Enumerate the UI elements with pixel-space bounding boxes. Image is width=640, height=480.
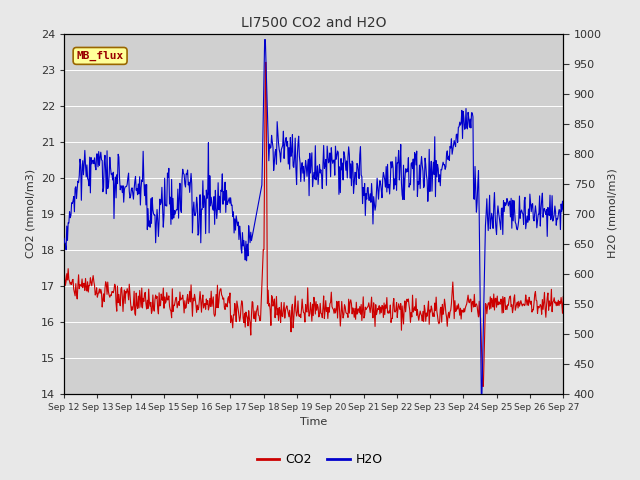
Title: LI7500 CO2 and H2O: LI7500 CO2 and H2O xyxy=(241,16,387,30)
Y-axis label: H2O (mmol/m3): H2O (mmol/m3) xyxy=(607,169,617,258)
Y-axis label: CO2 (mmol/m3): CO2 (mmol/m3) xyxy=(25,169,35,258)
Legend: CO2, H2O: CO2, H2O xyxy=(252,448,388,471)
Text: MB_flux: MB_flux xyxy=(77,51,124,61)
X-axis label: Time: Time xyxy=(300,417,327,427)
